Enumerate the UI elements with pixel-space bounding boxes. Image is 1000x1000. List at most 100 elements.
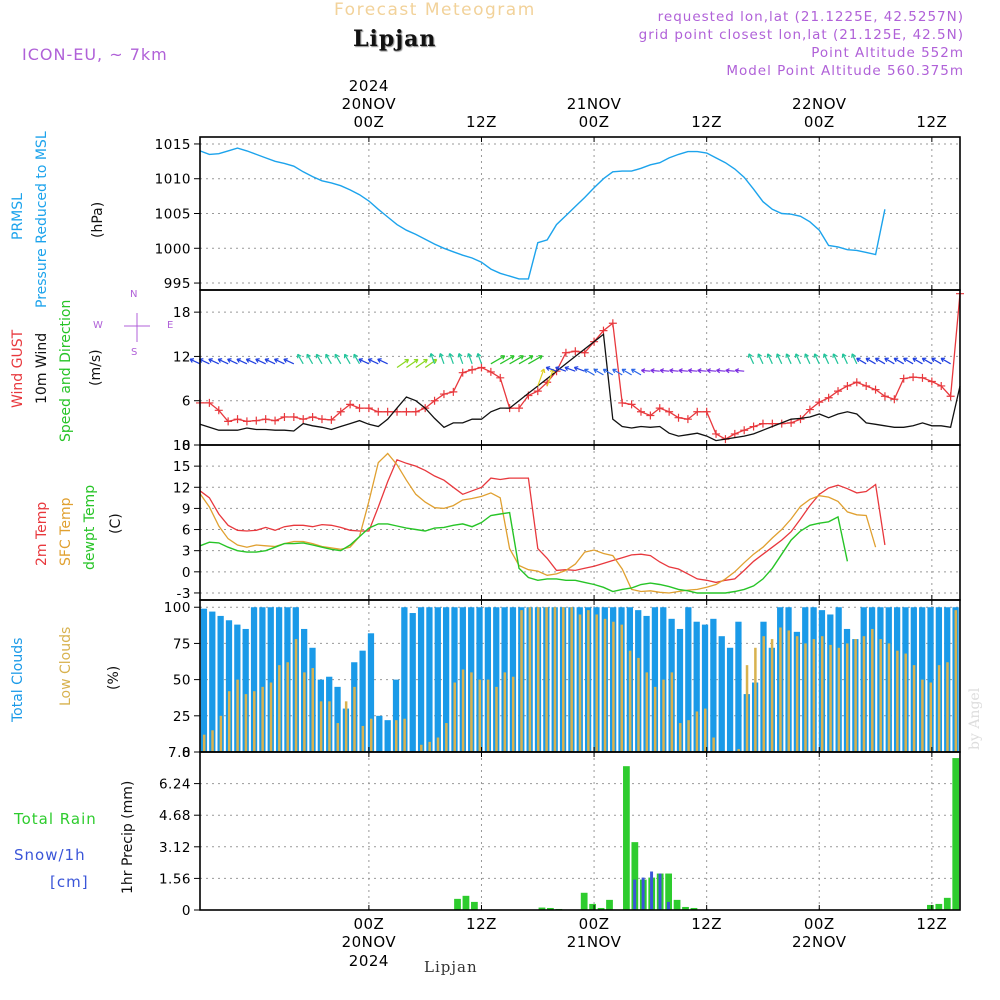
wind-speed-line xyxy=(199,333,961,442)
wind-direction-arrow xyxy=(767,353,773,365)
low-cloud-bar xyxy=(553,607,557,752)
wind-direction-arrowhead xyxy=(236,358,241,363)
low-cloud-bar xyxy=(595,614,598,752)
y-tick-label: 18 xyxy=(173,305,191,321)
wind-direction-arrowhead xyxy=(555,366,560,371)
gust-marker xyxy=(862,381,871,390)
wind-direction-arrowhead xyxy=(255,358,260,363)
gust-marker xyxy=(890,395,899,404)
low-cloud-bar xyxy=(862,636,866,752)
total-cloud-bar xyxy=(250,607,258,752)
wind-direction-arrowhead xyxy=(822,353,828,358)
wind-direction-arrowhead xyxy=(217,358,223,363)
low-cloud-bar xyxy=(428,741,431,752)
pressure-line xyxy=(199,147,886,280)
wind-direction-arrowhead xyxy=(602,368,608,374)
wind-direction-arrow xyxy=(584,368,595,376)
wind-direction-arrow xyxy=(255,358,266,365)
y-tick-label: 0 xyxy=(182,438,191,454)
total-cloud-bar xyxy=(200,608,208,752)
low-cloud-bar xyxy=(612,621,615,752)
low-cloud-bar xyxy=(846,643,849,752)
total-cloud-bar xyxy=(209,611,216,752)
wind-direction-arrow xyxy=(922,357,933,365)
wind-direction-arrowhead xyxy=(404,358,410,364)
total-rain-label: Total Rain xyxy=(14,810,97,828)
total-cloud-bar xyxy=(676,628,684,752)
wind-direction-arrowhead xyxy=(367,358,373,363)
wind-direction-arrowhead xyxy=(306,353,311,359)
top-time-label: 12Z xyxy=(466,113,497,131)
low-cloud-bar xyxy=(261,686,264,752)
model-point-altitude: Model Point Altitude 560.375m xyxy=(726,63,964,79)
axis-text-layer: 9951000100510101015061218-30369121518025… xyxy=(155,77,947,970)
wind-direction-arrow xyxy=(189,358,201,365)
total-cloud-bar xyxy=(735,621,742,752)
model-label: ICON-EU, ~ 7km xyxy=(22,45,168,64)
gust-marker xyxy=(852,378,861,387)
wind-direction-arrow xyxy=(776,353,783,365)
low-cloud-bar xyxy=(286,662,289,752)
low-cloud-bar xyxy=(269,682,273,752)
wind-direction-arrow xyxy=(697,369,707,372)
gust-marker xyxy=(242,417,251,426)
wind-direction-arrowhead xyxy=(650,368,655,374)
low-cloud-bar xyxy=(361,725,365,752)
wind-direction-arrow xyxy=(669,369,679,372)
wind-direction-arrow xyxy=(785,353,792,365)
gust-marker xyxy=(374,407,383,416)
wind-direction-arrowhead xyxy=(227,358,232,363)
top-time-label: 20NOV xyxy=(342,95,397,113)
grid-layer xyxy=(200,137,960,911)
rain-bar xyxy=(589,903,596,910)
bottom-time-label: 12Z xyxy=(916,915,947,933)
compass-e: E xyxy=(167,320,174,331)
low-cloud-bar xyxy=(912,665,916,752)
wind-direction-arrow xyxy=(832,353,839,365)
gust-marker xyxy=(740,426,749,435)
top-time-label: 21NOV xyxy=(567,95,622,113)
wind-direction-arrow xyxy=(358,358,370,365)
low-cloud-bar xyxy=(227,691,231,752)
low-cloud-bar xyxy=(628,650,632,752)
y-tick-label: 4.68 xyxy=(159,808,191,824)
wind-direction-arrowhead xyxy=(776,353,781,358)
total-cloud-bar xyxy=(451,607,458,752)
low-cloud-bar xyxy=(520,610,523,752)
y-tick-label: 25 xyxy=(173,709,191,725)
gust-marker xyxy=(252,416,261,425)
total-cloud-bar xyxy=(367,633,375,752)
gust-marker xyxy=(824,393,833,402)
requested-coords: requested lon,lat (21.1225E, 42.5257N) xyxy=(657,9,964,25)
low-cloud-bar xyxy=(954,610,958,752)
wind-direction-arrow xyxy=(274,358,285,365)
wind-direction-arrowhead xyxy=(466,353,472,358)
gust-marker xyxy=(599,326,608,335)
y-tick-label: 50 xyxy=(173,673,191,689)
wind-direction-arrowhead xyxy=(912,357,917,363)
wind-direction-arrow xyxy=(297,353,304,365)
rain-bar xyxy=(935,903,943,910)
rain-bar xyxy=(631,842,639,910)
wind-direction-arrow xyxy=(424,358,437,368)
top-time-label: 2024 xyxy=(349,77,389,95)
total-cloud-bar xyxy=(417,607,425,752)
y-tick-label: 15 xyxy=(173,459,191,475)
low-cloud-bar xyxy=(570,607,573,752)
wind-direction-arrowhead xyxy=(621,368,627,374)
low-cloud-bar xyxy=(478,679,482,752)
wind-direction-arrow xyxy=(716,369,726,372)
top-time-label: 22NOV xyxy=(792,95,847,113)
wind-direction-arrow xyxy=(804,353,811,365)
wind-direction-arrowhead xyxy=(630,368,636,374)
wind-direction-arrow xyxy=(823,353,830,365)
gust-marker xyxy=(205,398,214,407)
wind-direction-arrowhead xyxy=(283,358,288,363)
wind-direction-arrow xyxy=(931,357,942,365)
low-cloud-bar xyxy=(695,711,699,752)
total-cloud-bar xyxy=(392,679,400,752)
wind-direction-arrow xyxy=(325,353,332,365)
wind-direction-arrow xyxy=(795,353,802,365)
low-cloud-bar xyxy=(353,686,356,752)
total-cloud-bar xyxy=(242,628,249,752)
